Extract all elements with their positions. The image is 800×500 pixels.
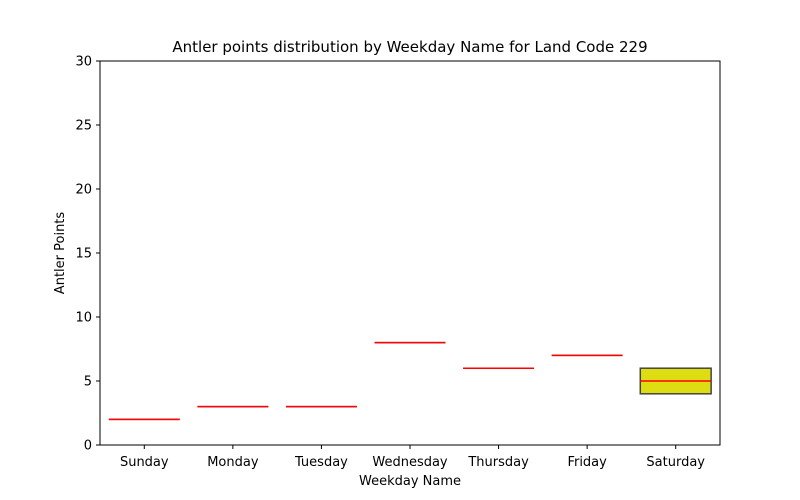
x-tick-label: Friday	[567, 455, 607, 470]
y-tick-label: 25	[75, 119, 92, 134]
x-axis-label: Weekday Name	[359, 474, 461, 489]
plot-content	[108, 341, 712, 421]
x-tick-label: Saturday	[646, 455, 705, 470]
plot-frame	[99, 60, 721, 446]
x-tick-label: Sunday	[120, 455, 169, 470]
y-tick-label: 10	[75, 311, 92, 326]
y-tick-label: 5	[84, 375, 92, 390]
x-tick-label: Monday	[207, 455, 259, 470]
x-tick-label: Wednesday	[372, 455, 448, 470]
axes	[99, 60, 721, 446]
y-tick-label: 30	[75, 55, 92, 70]
y-tick-label: 0	[84, 439, 92, 454]
y-tick-label: 20	[75, 183, 92, 198]
box-saturday	[639, 367, 712, 395]
y-axis-ticks: 0 5 10 15 20 25 30	[75, 55, 100, 454]
x-tick-label: Thursday	[467, 455, 529, 470]
x-axis-ticks: Sunday Monday Tuesday Wednesday Thursday Frid…	[120, 445, 705, 470]
x-tick-label: Tuesday	[294, 455, 348, 470]
chart-title: Antler points distribution by Weekday Na…	[172, 38, 647, 56]
y-axis-label: Antler Points	[53, 212, 68, 295]
y-tick-label: 15	[75, 247, 92, 262]
